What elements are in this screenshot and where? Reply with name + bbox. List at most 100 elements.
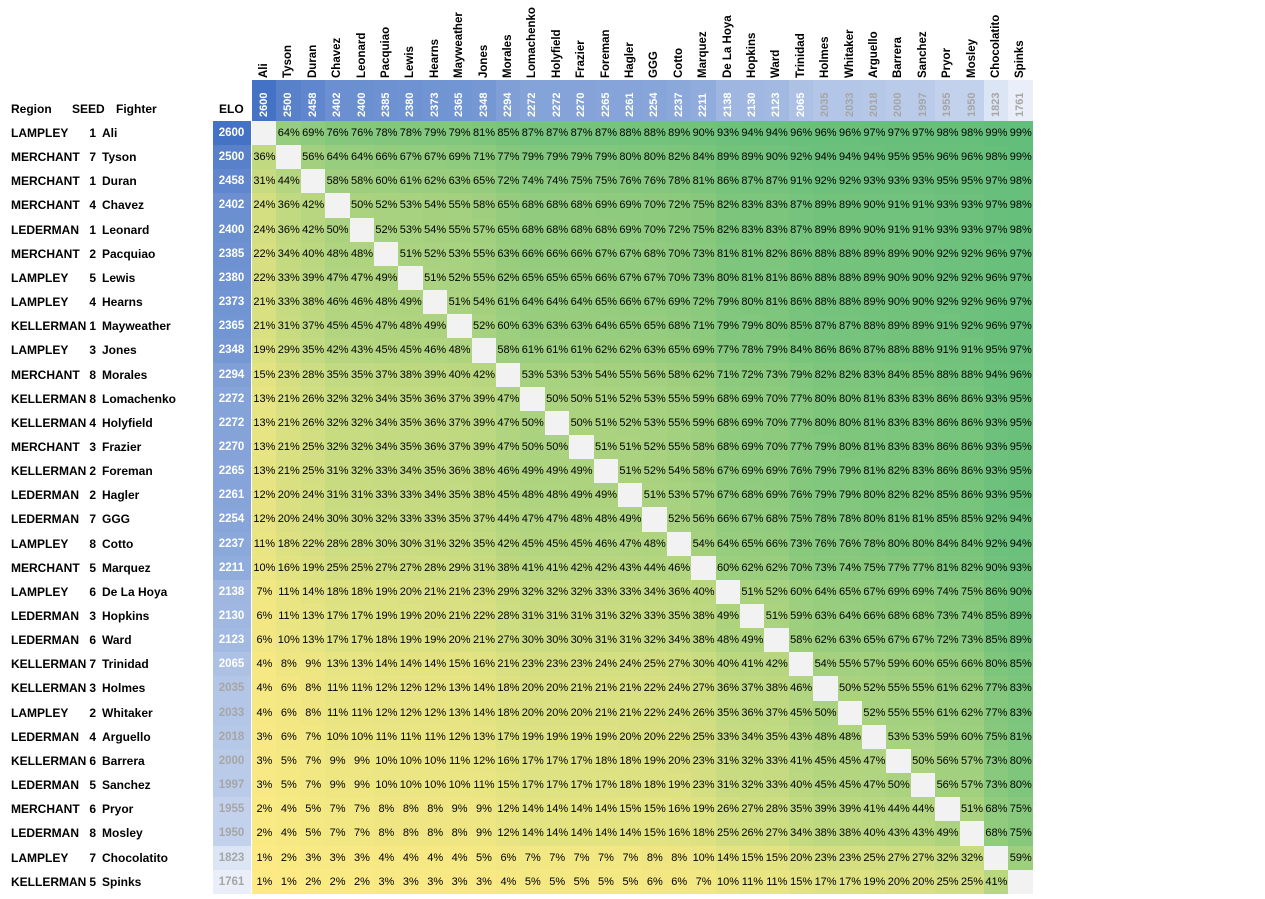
win-probability-cell: 96% <box>813 121 838 146</box>
win-probability-cell: 21% <box>471 628 497 653</box>
win-probability-cell: 87% <box>813 314 838 339</box>
row-region-label: LEDERMAN <box>11 488 79 503</box>
row-elo-band <box>213 386 251 412</box>
win-probability-cell: 29% <box>447 555 472 581</box>
win-probability-cell: 79% <box>740 314 765 339</box>
win-probability-cell: 13% <box>252 459 277 484</box>
win-probability-cell: 17% <box>349 604 375 629</box>
win-probability-cell: 28% <box>422 555 448 581</box>
win-probability-cell: 43% <box>910 821 936 846</box>
win-probability-cell: 68% <box>764 507 790 532</box>
win-probability-cell: 79% <box>569 145 594 170</box>
win-probability-cell: 10% <box>422 773 448 798</box>
win-probability-cell: 56% <box>642 362 668 388</box>
win-probability-cell: 96% <box>984 290 1009 315</box>
win-probability-cell: 52% <box>422 241 448 267</box>
win-probability-cell: 7% <box>300 748 326 774</box>
win-probability-cell: 89% <box>740 145 765 170</box>
win-probability-cell: 24% <box>666 700 692 726</box>
win-probability-cell: 24% <box>252 217 277 243</box>
win-probability-cell: 13% <box>252 410 277 436</box>
column-elo-label: 2402 <box>331 92 344 117</box>
win-probability-cell: 20% <box>276 507 302 532</box>
row-seed-label: 6 <box>89 584 96 599</box>
win-probability-cell: 53% <box>642 410 668 436</box>
row-region-label: LAMPLEY <box>11 126 69 140</box>
win-probability-cell: 49% <box>569 483 594 508</box>
win-probability-cell: 26% <box>715 797 741 822</box>
win-probability-cell: 35% <box>715 700 741 726</box>
win-probability-cell: 83% <box>886 410 912 436</box>
win-probability-cell: 37% <box>471 507 497 532</box>
win-probability-cell: 81% <box>935 555 960 581</box>
column-elo-band <box>666 80 692 121</box>
win-probability-cell: 36% <box>252 145 277 170</box>
win-probability-cell: 77% <box>788 410 814 436</box>
win-probability-cell: 85% <box>935 507 960 532</box>
win-probability-cell: 40% <box>715 652 741 677</box>
diagonal-cell <box>300 169 326 194</box>
win-probability-cell: 32% <box>740 748 765 774</box>
column-elo-band <box>740 80 765 121</box>
win-probability-cell: 19% <box>398 628 424 653</box>
win-probability-cell: 73% <box>984 748 1009 774</box>
win-probability-cell: 83% <box>740 193 765 218</box>
win-probability-cell: 68% <box>544 193 570 218</box>
win-probability-cell: 8% <box>666 845 692 871</box>
win-probability-cell: 93% <box>959 193 985 218</box>
win-probability-cell: 75% <box>1008 821 1034 846</box>
column-fighter-label: Leonard <box>355 32 368 78</box>
win-probability-cell: 9% <box>349 748 375 774</box>
win-probability-cell: 64% <box>837 604 863 629</box>
diagonal-cell <box>276 145 302 170</box>
column-fighter-label: Holmes <box>819 36 832 78</box>
win-probability-cell: 41% <box>984 869 1009 895</box>
win-probability-cell: 64% <box>544 290 570 315</box>
win-probability-cell: 16% <box>666 797 692 822</box>
win-probability-cell: 69% <box>740 459 765 484</box>
win-probability-cell: 16% <box>496 748 521 774</box>
win-probability-cell: 72% <box>935 628 960 653</box>
win-probability-cell: 96% <box>837 121 863 146</box>
row-elo-band <box>213 121 251 146</box>
win-probability-cell: 22% <box>666 724 692 750</box>
win-probability-cell: 24% <box>618 652 643 677</box>
win-probability-cell: 34% <box>666 628 692 653</box>
win-probability-cell: 69% <box>300 121 326 146</box>
win-probability-cell: 68% <box>715 434 741 460</box>
row-region-label: KELLERMAN <box>11 464 87 479</box>
row-elo-label: 2123 <box>218 634 245 647</box>
column-elo-label: 2138 <box>721 92 734 117</box>
row-region-label: KELLERMAN <box>11 681 87 696</box>
win-probability-cell: 98% <box>1008 193 1034 218</box>
win-probability-cell: 37% <box>300 314 326 339</box>
win-probability-cell: 43% <box>349 338 375 363</box>
win-probability-cell: 42% <box>471 362 497 388</box>
row-elo-band <box>213 362 251 388</box>
win-probability-cell: 62% <box>813 628 838 653</box>
diagonal-cell <box>349 217 375 243</box>
column-elo-label: 1997 <box>916 92 929 117</box>
win-probability-cell: 25% <box>642 652 668 677</box>
win-probability-cell: 11% <box>349 676 375 701</box>
win-probability-cell: 80% <box>886 531 912 557</box>
win-probability-cell: 68% <box>569 217 594 243</box>
win-probability-cell: 93% <box>910 169 936 194</box>
win-probability-cell: 53% <box>642 386 668 412</box>
row-seed-label: 3 <box>89 439 96 454</box>
win-probability-cell: 93% <box>959 217 985 243</box>
win-probability-cell: 45% <box>837 773 863 798</box>
win-probability-cell: 65% <box>471 169 497 194</box>
win-probability-cell: 84% <box>691 145 716 170</box>
win-probability-cell: 23% <box>691 748 716 774</box>
win-probability-cell: 73% <box>935 604 960 629</box>
win-probability-cell: 35% <box>349 362 375 388</box>
win-probability-cell: 31% <box>715 748 741 774</box>
row-seed-label: 8 <box>89 536 96 551</box>
win-probability-cell: 90% <box>1008 579 1034 605</box>
row-elo-band <box>213 217 251 243</box>
win-probability-cell: 69% <box>618 217 643 243</box>
row-seed-label: 4 <box>89 415 96 430</box>
win-probability-cell: 81% <box>862 410 887 436</box>
win-probability-cell: 99% <box>1008 121 1034 146</box>
